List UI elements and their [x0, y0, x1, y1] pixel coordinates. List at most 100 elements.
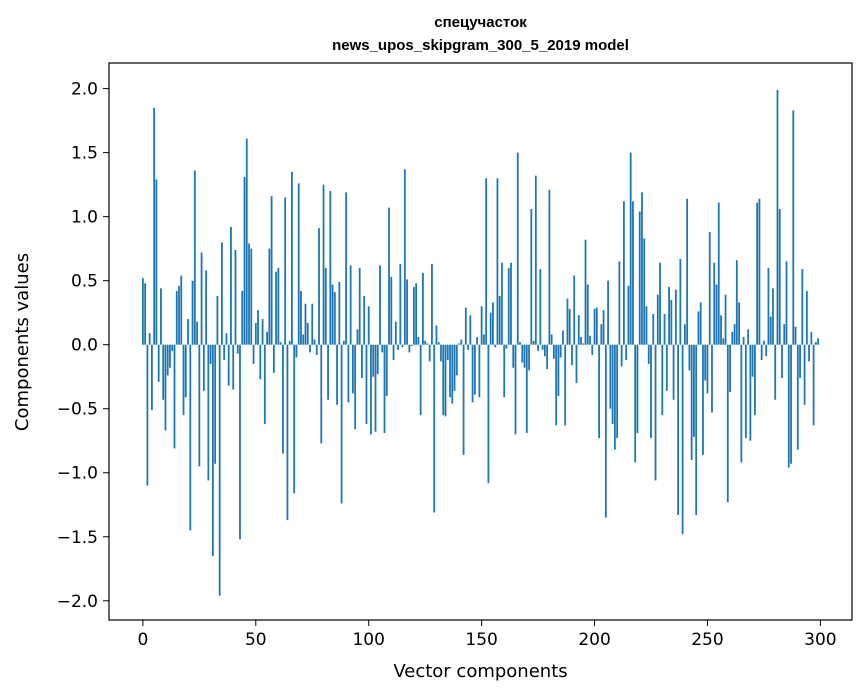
bar-65 — [288, 340, 291, 345]
bar-22 — [191, 280, 194, 345]
bar-159 — [501, 262, 503, 345]
bar-254 — [715, 284, 718, 345]
bar-171 — [528, 344, 530, 371]
y-tick-label: −2.0 — [57, 592, 98, 612]
bar-192 — [575, 344, 578, 384]
bar-268 — [747, 329, 750, 345]
bar-164 — [512, 344, 515, 368]
bar-40 — [232, 344, 235, 390]
x-axis: 0 50 100 150 200 250 300 — [137, 620, 837, 650]
y-tick-label: 1.0 — [71, 208, 98, 228]
bar-221 — [641, 192, 643, 345]
bar-50 — [254, 322, 257, 345]
bar-12 — [169, 344, 171, 368]
bar-71 — [302, 334, 305, 345]
bar-84 — [331, 284, 334, 345]
bar-186 — [562, 330, 564, 345]
x-tick-label: 0 — [137, 630, 148, 650]
bar-45 — [243, 176, 246, 345]
bar-176 — [539, 269, 542, 345]
x-tick-label: 100 — [352, 630, 384, 650]
bar-263 — [735, 260, 738, 345]
bar-203 — [600, 324, 603, 345]
bar-26 — [200, 252, 203, 345]
bar-293 — [803, 344, 806, 405]
bar-29 — [207, 344, 210, 481]
bar-200 — [593, 308, 596, 345]
bar-289 — [794, 326, 797, 345]
bar-124 — [422, 273, 424, 345]
bar-229 — [659, 262, 661, 345]
bar-30 — [209, 344, 212, 364]
bar-197 — [586, 284, 589, 345]
bar-157 — [496, 178, 499, 345]
bar-249 — [704, 344, 707, 381]
bar-2 — [146, 344, 149, 486]
bar-230 — [661, 344, 664, 416]
bar-175 — [537, 344, 539, 352]
bar-251 — [708, 232, 711, 345]
bar-135 — [446, 344, 449, 361]
bar-240 — [683, 324, 686, 345]
bar-76 — [313, 339, 316, 345]
bar-90 — [345, 192, 348, 345]
bar-123 — [419, 344, 422, 416]
y-tick-label: −1.5 — [57, 528, 98, 548]
bar-132 — [440, 344, 442, 362]
bar-188 — [566, 298, 569, 345]
bar-119 — [410, 344, 413, 346]
bar-150 — [480, 306, 483, 345]
bar-228 — [656, 294, 659, 345]
bar-252 — [711, 344, 713, 413]
bar-118 — [408, 344, 411, 353]
bar-219 — [636, 344, 639, 434]
bar-248 — [702, 344, 704, 455]
bar-162 — [507, 267, 510, 345]
bar-269 — [749, 344, 752, 441]
bar-70 — [300, 290, 302, 345]
bar-0 — [141, 278, 144, 345]
bar-170 — [525, 344, 528, 434]
bar-89 — [342, 340, 345, 345]
bar-101 — [370, 344, 372, 435]
x-tick-label: 250 — [691, 630, 723, 650]
bar-58 — [272, 344, 275, 373]
bar-198 — [589, 335, 591, 345]
bar-196 — [584, 239, 587, 345]
bar-100 — [367, 306, 370, 345]
bar-270 — [751, 344, 754, 377]
bar-3 — [148, 333, 151, 345]
bar-292 — [801, 269, 804, 345]
bar-17 — [180, 275, 183, 345]
bar-98 — [363, 296, 366, 345]
bar-294 — [805, 290, 808, 345]
bar-223 — [645, 306, 648, 345]
bar-174 — [534, 175, 537, 345]
bar-290 — [796, 344, 799, 450]
bar-59 — [275, 271, 278, 345]
bar-217 — [632, 201, 634, 345]
bar-299 — [817, 338, 820, 345]
bar-278 — [769, 316, 772, 345]
bar-6 — [155, 179, 158, 345]
bar-9 — [162, 344, 165, 400]
bar-234 — [670, 299, 673, 345]
bar-295 — [808, 344, 810, 362]
bar-60 — [277, 267, 280, 345]
bar-37 — [225, 333, 228, 345]
bar-244 — [693, 344, 695, 437]
bar-266 — [742, 337, 745, 345]
bar-18 — [182, 344, 185, 416]
bar-148 — [476, 337, 479, 345]
bar-113 — [397, 344, 399, 350]
bar-207 — [609, 344, 612, 409]
bar-103 — [374, 344, 377, 432]
bar-97 — [361, 344, 363, 378]
bar-210 — [616, 344, 619, 439]
bar-95 — [356, 329, 359, 345]
bar-81 — [324, 267, 327, 345]
bar-209 — [613, 344, 616, 450]
bar-55 — [266, 331, 268, 345]
bar-232 — [665, 344, 668, 391]
